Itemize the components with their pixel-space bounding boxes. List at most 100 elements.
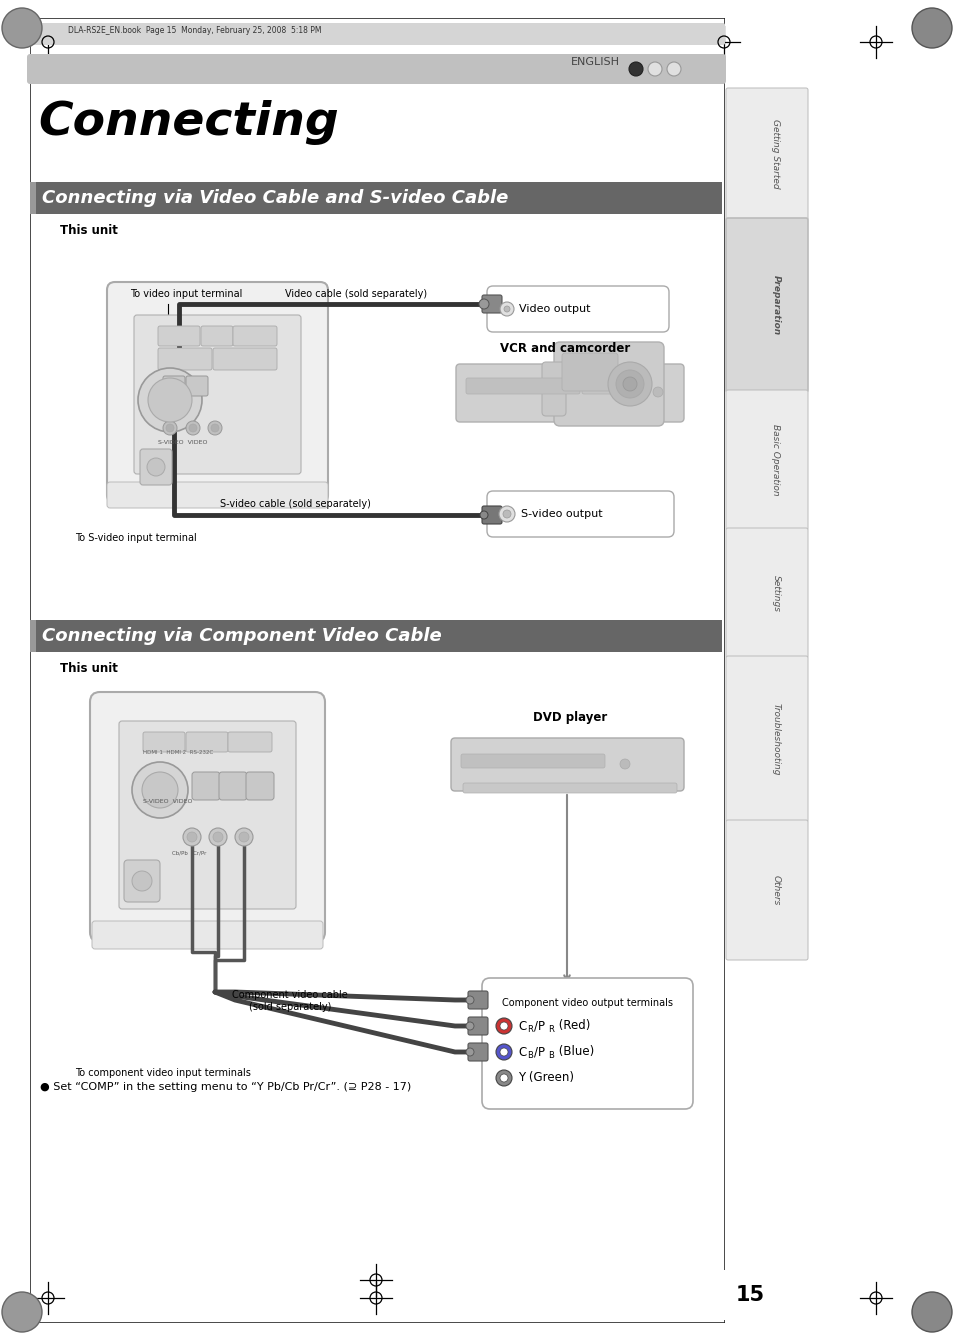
Bar <box>30 182 36 214</box>
Text: C: C <box>517 1045 526 1059</box>
FancyBboxPatch shape <box>143 732 185 752</box>
Text: Connecting via Video Cable and S-video Cable: Connecting via Video Cable and S-video C… <box>42 189 508 206</box>
FancyBboxPatch shape <box>233 326 276 346</box>
Circle shape <box>496 1044 512 1060</box>
Circle shape <box>211 423 219 431</box>
FancyBboxPatch shape <box>163 377 185 397</box>
Text: 15: 15 <box>735 1285 763 1305</box>
Circle shape <box>652 387 662 397</box>
Circle shape <box>498 507 515 523</box>
FancyBboxPatch shape <box>468 1017 488 1034</box>
FancyBboxPatch shape <box>133 315 301 474</box>
Circle shape <box>502 511 511 519</box>
Text: Getting Started: Getting Started <box>771 119 780 189</box>
FancyBboxPatch shape <box>468 1043 488 1061</box>
FancyBboxPatch shape <box>541 362 565 415</box>
FancyBboxPatch shape <box>27 54 725 84</box>
FancyBboxPatch shape <box>481 507 501 524</box>
FancyBboxPatch shape <box>219 772 247 800</box>
Text: To video input terminal: To video input terminal <box>130 289 242 299</box>
FancyBboxPatch shape <box>486 285 668 332</box>
FancyBboxPatch shape <box>481 295 501 314</box>
Text: /P: /P <box>534 1045 544 1059</box>
Circle shape <box>465 996 474 1004</box>
Circle shape <box>148 378 192 422</box>
FancyBboxPatch shape <box>228 732 272 752</box>
Circle shape <box>234 828 253 846</box>
FancyBboxPatch shape <box>725 88 807 220</box>
Circle shape <box>616 370 643 398</box>
FancyBboxPatch shape <box>561 352 618 391</box>
Text: This unit: This unit <box>60 224 118 237</box>
Circle shape <box>208 421 222 436</box>
FancyBboxPatch shape <box>186 732 228 752</box>
Text: Component video cable
(sold separately): Component video cable (sold separately) <box>232 990 348 1012</box>
Text: ● Set “COMP” in the setting menu to “Y Pb/Cb Pr/Cr”. (⊇ P28 - 17): ● Set “COMP” in the setting menu to “Y P… <box>40 1081 411 1092</box>
Text: Video cable (sold separately): Video cable (sold separately) <box>285 289 427 299</box>
FancyBboxPatch shape <box>158 348 212 370</box>
Text: B: B <box>526 1051 533 1060</box>
Circle shape <box>166 423 173 431</box>
Text: Cb/Pb   Cr/Pr: Cb/Pb Cr/Pr <box>172 850 206 855</box>
Circle shape <box>647 62 661 76</box>
Circle shape <box>239 832 249 842</box>
Text: R: R <box>526 1025 533 1033</box>
Text: To S-video input terminal: To S-video input terminal <box>75 533 196 543</box>
FancyBboxPatch shape <box>725 820 807 959</box>
FancyBboxPatch shape <box>725 657 807 821</box>
Text: Video output: Video output <box>518 304 590 314</box>
FancyBboxPatch shape <box>158 326 200 346</box>
Circle shape <box>2 1292 42 1332</box>
Circle shape <box>132 871 152 891</box>
FancyBboxPatch shape <box>119 721 295 909</box>
Circle shape <box>496 1018 512 1034</box>
Circle shape <box>138 369 202 431</box>
Text: Connecting: Connecting <box>38 100 338 145</box>
Circle shape <box>147 458 165 476</box>
Text: S-video cable (sold separately): S-video cable (sold separately) <box>220 498 371 509</box>
FancyBboxPatch shape <box>486 490 673 537</box>
Text: B: B <box>547 1051 554 1060</box>
Circle shape <box>465 1048 474 1056</box>
Circle shape <box>628 62 642 76</box>
FancyBboxPatch shape <box>140 449 172 485</box>
FancyBboxPatch shape <box>456 364 683 422</box>
Text: /P: /P <box>534 1020 544 1033</box>
FancyBboxPatch shape <box>124 860 160 902</box>
FancyBboxPatch shape <box>186 377 208 397</box>
Circle shape <box>499 1048 507 1056</box>
FancyBboxPatch shape <box>725 218 807 393</box>
Circle shape <box>142 772 178 808</box>
FancyBboxPatch shape <box>213 348 276 370</box>
FancyBboxPatch shape <box>28 23 724 46</box>
Text: S-video output: S-video output <box>520 509 602 519</box>
Text: Preparation: Preparation <box>771 275 780 335</box>
FancyBboxPatch shape <box>725 390 807 531</box>
FancyBboxPatch shape <box>192 772 220 800</box>
Circle shape <box>479 511 488 519</box>
FancyBboxPatch shape <box>465 378 579 394</box>
Bar <box>30 620 36 653</box>
Text: Others: Others <box>771 875 780 906</box>
Circle shape <box>911 1292 951 1332</box>
Circle shape <box>499 1073 507 1081</box>
Circle shape <box>607 362 651 406</box>
Circle shape <box>186 421 200 436</box>
FancyBboxPatch shape <box>107 281 328 502</box>
Text: Troubleshooting: Troubleshooting <box>771 702 780 776</box>
Circle shape <box>635 387 644 397</box>
Circle shape <box>163 421 177 436</box>
Circle shape <box>619 758 629 769</box>
FancyBboxPatch shape <box>201 326 233 346</box>
Text: S-VIDEO  VIDEO: S-VIDEO VIDEO <box>158 440 208 445</box>
Circle shape <box>478 299 489 310</box>
Circle shape <box>183 828 201 846</box>
Text: DVD player: DVD player <box>533 712 606 724</box>
Text: ENGLISH: ENGLISH <box>571 58 619 67</box>
Circle shape <box>666 62 680 76</box>
Text: VCR and camcorder: VCR and camcorder <box>499 342 630 355</box>
FancyBboxPatch shape <box>462 783 677 793</box>
Text: (Red): (Red) <box>555 1020 590 1033</box>
Circle shape <box>496 1071 512 1085</box>
Circle shape <box>2 8 42 48</box>
